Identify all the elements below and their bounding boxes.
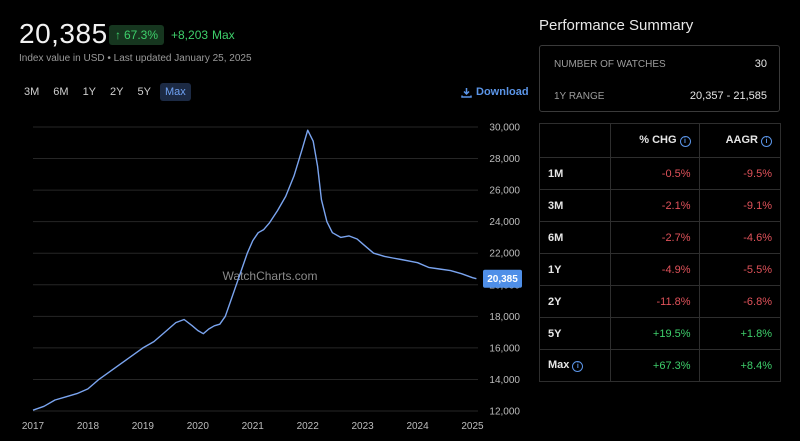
summary-row-watches: NUMBER OF WATCHES 30	[554, 58, 767, 70]
period-label: 3M	[539, 189, 611, 222]
period-label-text: 2Y	[548, 295, 562, 308]
y-tick-label: 12,000	[489, 407, 520, 418]
time-range-selector: 3M 6M 1Y 2Y 5Y Max	[19, 83, 195, 101]
change-period: Max	[212, 28, 235, 42]
period-label: 1Y	[539, 253, 611, 286]
column-header-chg: % CHG i	[610, 123, 700, 158]
change-absolute: +8,203	[171, 28, 209, 42]
period-label: Max i	[539, 349, 611, 382]
info-icon[interactable]: i	[572, 361, 584, 372]
summary-row-1y-range: 1Y RANGE 20,357 - 21,585	[554, 90, 767, 102]
summary-value: 20,357 - 21,585	[689, 90, 767, 102]
column-header-aagr: AAGR i	[698, 123, 782, 158]
percent-change-cell: -2.7%	[610, 221, 700, 254]
aagr-cell: -6.8%	[698, 285, 782, 318]
arrow-up-icon: ↑	[115, 28, 121, 42]
period-label-text: 6M	[548, 231, 564, 244]
change-percent: 67.3%	[124, 28, 159, 42]
y-tick-label: 16,000	[489, 343, 520, 354]
aagr-cell: +8.4%	[698, 349, 782, 382]
period-label: 1M	[539, 157, 611, 190]
range-button-5y[interactable]: 5Y	[137, 86, 151, 98]
y-tick-label: 26,000	[489, 186, 520, 197]
range-button-max[interactable]: Max	[159, 83, 191, 101]
period-label: 5Y	[539, 317, 611, 350]
aagr-cell: -4.6%	[698, 221, 782, 254]
x-tick-label: 2017	[22, 421, 45, 432]
chart-watermark: WatchCharts.com	[223, 269, 318, 283]
x-tick-label: 2019	[132, 421, 155, 432]
current-value-label: 20,385	[487, 274, 518, 285]
column-header-label: AAGR	[725, 134, 758, 146]
summary-label: 1Y RANGE	[554, 91, 605, 102]
y-tick-label: 18,000	[489, 312, 520, 323]
period-label-text: 5Y	[548, 327, 562, 340]
range-button-1y[interactable]: 1Y	[82, 86, 97, 98]
column-header-label: % CHG	[639, 134, 677, 146]
index-subline: Index value in USD • Last updated Januar…	[19, 53, 252, 64]
range-button-2y[interactable]: 2Y	[110, 86, 124, 98]
table-row: 2Y -11.8% -6.8%	[539, 285, 782, 318]
table-row: 1M -0.5% -9.5%	[539, 157, 782, 190]
x-tick-label: 2022	[297, 421, 320, 432]
table-row: 1Y -4.9% -5.5%	[539, 253, 782, 286]
period-label-text: 1Y	[548, 263, 562, 276]
y-tick-label: 24,000	[489, 217, 520, 228]
y-tick-label: 30,000	[489, 123, 520, 134]
x-tick-label: 2025	[461, 421, 484, 432]
period-label-text: 1M	[548, 167, 564, 180]
table-row: Max i +67.3% +8.4%	[539, 349, 782, 382]
table-header-row: % CHG i AAGR i	[539, 123, 782, 158]
change-percent-badge: ↑ 67.3%	[109, 25, 165, 45]
percent-change-cell: +19.5%	[610, 317, 700, 350]
range-button-6m[interactable]: 6M	[53, 86, 69, 98]
aagr-cell: -9.5%	[698, 157, 782, 190]
summary-label: NUMBER OF WATCHES	[554, 59, 666, 70]
x-tick-label: 2020	[187, 421, 210, 432]
current-price: 20,385	[19, 18, 108, 49]
info-icon[interactable]: i	[679, 136, 691, 147]
percent-change-cell: -2.1%	[610, 189, 700, 222]
percent-change-cell: -0.5%	[610, 157, 700, 190]
summary-box: NUMBER OF WATCHES 30 1Y RANGE 20,357 - 2…	[539, 45, 780, 112]
y-tick-label: 22,000	[489, 249, 520, 260]
x-tick-label: 2023	[352, 421, 375, 432]
table-row: 5Y +19.5% +1.8%	[539, 317, 782, 350]
x-tick-label: 2021	[242, 421, 265, 432]
info-icon[interactable]: i	[761, 136, 772, 147]
x-tick-label: 2018	[77, 421, 100, 432]
percent-change-cell: +67.3%	[610, 349, 700, 382]
performance-summary-title: Performance Summary	[539, 17, 694, 34]
y-tick-label: 14,000	[489, 375, 520, 386]
download-label: Download	[476, 86, 529, 98]
x-tick-label: 2024	[406, 421, 429, 432]
aagr-cell: +1.8%	[698, 317, 782, 350]
period-label: 2Y	[539, 285, 611, 318]
download-icon	[461, 87, 472, 98]
range-button-3m[interactable]: 3M	[24, 86, 40, 98]
period-label-text: Max	[548, 359, 570, 371]
table-row: 6M -2.7% -4.6%	[539, 221, 782, 254]
period-label-text: 3M	[548, 199, 564, 212]
aagr-cell: -9.1%	[698, 189, 782, 222]
aagr-cell: -5.5%	[698, 253, 782, 286]
price-chart[interactable]: 12,00014,00016,00018,00020,00022,00024,0…	[0, 110, 530, 441]
price-series-line	[32, 129, 477, 411]
percent-change-cell: -4.9%	[610, 253, 700, 286]
table-header-blank	[539, 123, 611, 158]
y-tick-label: 28,000	[489, 154, 520, 165]
performance-table: % CHG i AAGR i 1M -0.5% -9.5% 3M -2.1% -9.1% 6M -…	[539, 123, 782, 382]
period-label: 6M	[539, 221, 611, 254]
table-row: 3M -2.1% -9.1%	[539, 189, 782, 222]
summary-value: 30	[754, 58, 767, 70]
percent-change-cell: -11.8%	[610, 285, 700, 318]
download-button[interactable]: Download	[461, 86, 529, 98]
current-value-tag	[483, 269, 522, 288]
